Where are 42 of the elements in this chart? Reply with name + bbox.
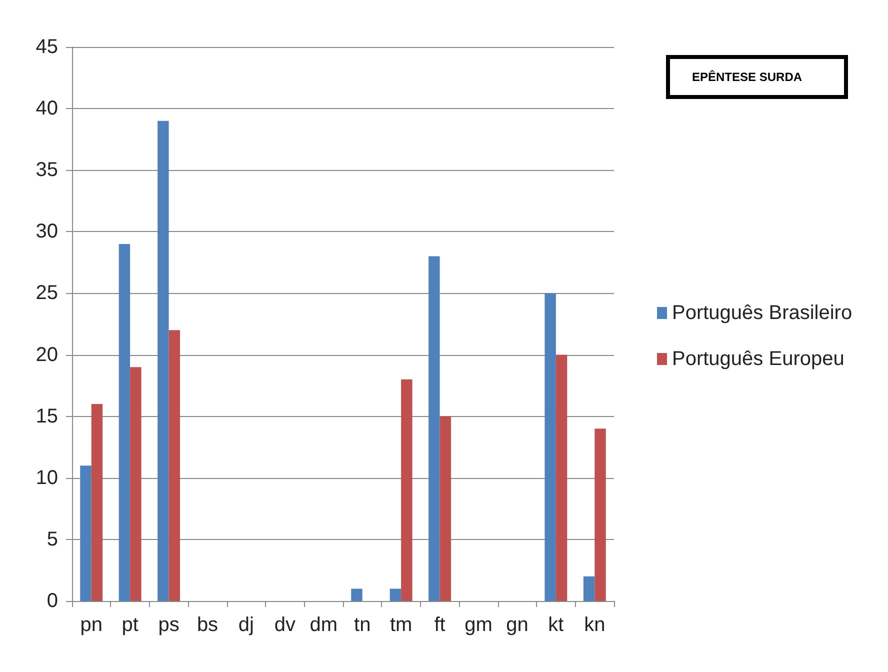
bar — [594, 428, 606, 601]
x-tick-label: gn — [506, 614, 528, 636]
bar — [91, 404, 103, 601]
y-tick-label: 20 — [36, 344, 58, 366]
x-tick-label: pt — [122, 614, 139, 636]
y-tick-label: 10 — [36, 466, 58, 489]
bar — [158, 120, 169, 601]
x-tick-label: ft — [434, 614, 446, 636]
bar — [556, 354, 568, 601]
y-tick-label: 25 — [36, 282, 58, 304]
bar — [130, 367, 142, 601]
bar — [401, 379, 412, 601]
y-tick-label: 35 — [36, 159, 58, 182]
bar — [428, 256, 440, 601]
x-tick-label: dm — [310, 614, 338, 636]
x-tick-label: dj — [238, 614, 254, 636]
y-tick-label: 40 — [36, 98, 58, 120]
text: EPÊNTESE SURDA — [692, 70, 802, 84]
x-tick-label: kn — [584, 614, 606, 636]
bar — [390, 588, 402, 601]
legend-label: Português Brasileiro — [672, 302, 852, 324]
y-tick-label: 0 — [46, 590, 58, 612]
x-tick-label: kt — [548, 614, 564, 636]
x-tick-label: ps — [158, 614, 180, 636]
bar — [168, 330, 180, 601]
x-tick-label: dv — [274, 614, 296, 636]
bar — [440, 416, 452, 601]
bar — [583, 576, 595, 601]
y-tick-label: 15 — [36, 405, 58, 428]
bar — [118, 244, 130, 601]
x-tick-label: pn — [80, 614, 102, 636]
legend-label: Português Europeu — [672, 348, 844, 370]
x-tick-label: bs — [196, 614, 218, 636]
bar — [80, 466, 92, 601]
x-tick-label: tm — [390, 614, 412, 636]
x-tick-label: tn — [354, 614, 371, 636]
y-tick-label: 30 — [36, 220, 58, 243]
bar — [544, 293, 556, 601]
bar — [351, 588, 362, 601]
y-tick-label: 45 — [36, 36, 58, 58]
x-tick-label: gm — [464, 614, 492, 636]
y-tick-label: 5 — [46, 528, 58, 550]
